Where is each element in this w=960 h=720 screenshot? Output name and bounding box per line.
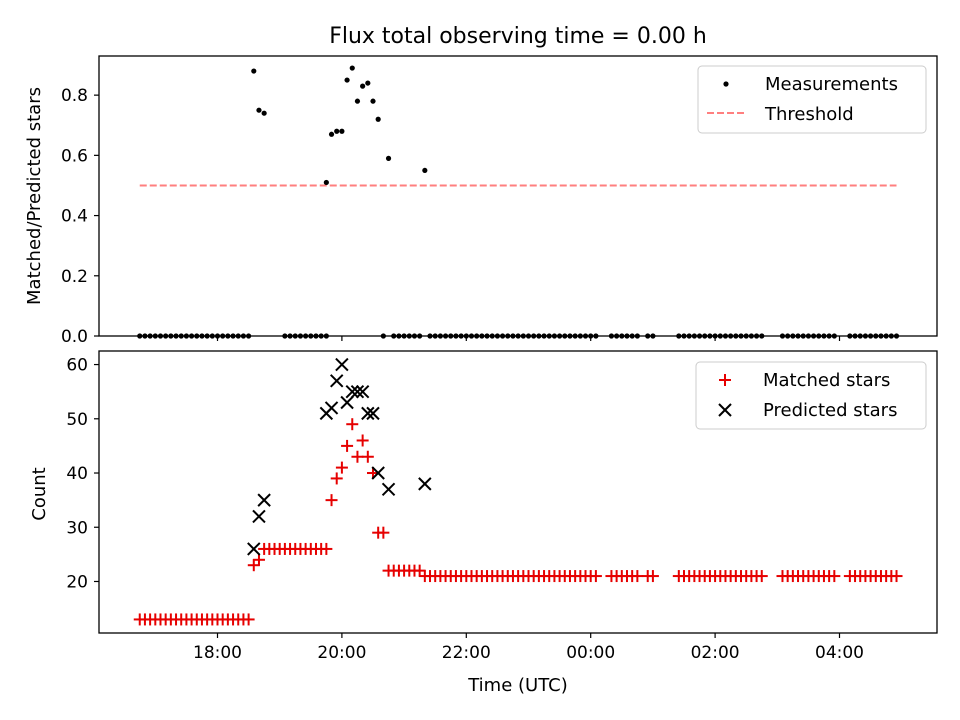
- matched-star-point: [631, 570, 644, 583]
- chart-title: Flux total observing time = 0.00 h: [329, 24, 707, 49]
- bottom-y-tick-label: 40: [66, 464, 88, 484]
- bottom-y-tick-label: 20: [66, 572, 88, 592]
- measurement-point: [328, 131, 335, 137]
- matched-star-point: [346, 418, 359, 431]
- predicted-star-point: [247, 542, 261, 556]
- bottom-x-tick-label: 00:00: [566, 643, 615, 663]
- top-y-tick-label: 0.2: [61, 267, 88, 287]
- legend-measurements-label: Measurements: [765, 74, 898, 95]
- matched-star-point: [356, 434, 369, 447]
- top-y-tick-label: 0.0: [61, 327, 88, 347]
- predicted-star-point: [361, 406, 375, 421]
- measurement-point: [349, 65, 355, 71]
- matched-star-point: [351, 450, 364, 463]
- measurement-point: [323, 179, 329, 186]
- measurement-point: [360, 83, 366, 89]
- bottom-x-tick-label: 18:00: [193, 643, 242, 663]
- matched-star-point: [413, 564, 426, 577]
- measurement-point: [370, 98, 376, 104]
- matched-star-point: [335, 461, 348, 474]
- measurement-point: [344, 77, 350, 83]
- measurement-point: [375, 116, 381, 122]
- measurement-point: [256, 107, 262, 113]
- predicted-star-point: [381, 482, 396, 496]
- bottom-y-ticks: 20 30 40 50 60: [66, 356, 99, 592]
- predicted-star-point: [252, 509, 266, 524]
- matched-star-point: [377, 526, 390, 539]
- bottom-x-tick-label: 02:00: [691, 643, 740, 663]
- matched-star-point: [247, 559, 260, 572]
- legend-predicted-label: Predicted stars: [763, 400, 897, 421]
- measurement-point: [365, 80, 371, 86]
- predicted-star-point: [340, 395, 354, 410]
- bottom-y-tick-label: 30: [66, 518, 88, 538]
- bottom-legend: Matched stars Predicted stars: [695, 361, 927, 430]
- predicted-star-point: [257, 493, 271, 507]
- predicted-star-point: [324, 401, 339, 415]
- measurement-point: [251, 68, 257, 74]
- predicted-star-point: [371, 466, 385, 480]
- bottom-y-axis-label: Count: [29, 467, 50, 520]
- top-y-tick-label: 0.4: [61, 207, 88, 227]
- legend-matched-marker: [719, 374, 731, 386]
- matched-star-point: [646, 570, 659, 583]
- measurement-point: [422, 167, 428, 174]
- top-legend: Measurements Threshold: [697, 65, 927, 134]
- matched-star-point: [242, 613, 255, 626]
- matched-star-point: [252, 553, 265, 566]
- measurement-point: [354, 98, 361, 104]
- matched-star-point: [320, 542, 333, 555]
- top-x-ticks: [216, 336, 841, 341]
- top-y-axis-label: Matched/Predicted stars: [24, 87, 45, 305]
- legend-threshold-label: Threshold: [764, 104, 854, 125]
- legend-predicted-marker: [718, 403, 732, 417]
- bottom-y-tick-label: 50: [66, 410, 88, 430]
- predicted-star-point: [418, 477, 432, 491]
- top-axes-frame: [98, 55, 938, 337]
- matched-star-point: [341, 439, 354, 452]
- predicted-star-point: [335, 357, 349, 372]
- legend-measurements-marker: [723, 81, 729, 87]
- measurement-point: [385, 155, 392, 161]
- bottom-x-tick-label: 20:00: [317, 643, 366, 663]
- predicted-star-point: [350, 384, 365, 399]
- legend-matched-label: Matched stars: [763, 370, 890, 391]
- top-panel: 0.00.20.40.60.8 Matched/Predicted stars …: [24, 55, 938, 347]
- bottom-x-ticks: 18:00 20:00 22:00 00:00 02:00 04:00: [193, 633, 864, 663]
- measurement-point: [261, 110, 267, 116]
- matched-star-point: [755, 570, 768, 583]
- measurement-point: [334, 128, 340, 134]
- bottom-plot-area: [133, 357, 903, 626]
- bottom-x-tick-label: 22:00: [442, 643, 491, 663]
- bottom-x-tick-label: 04:00: [815, 643, 864, 663]
- bottom-y-tick-label: 60: [66, 356, 88, 376]
- matched-star-point: [828, 570, 841, 583]
- matched-star-point: [325, 494, 338, 507]
- measurement-point: [339, 128, 345, 134]
- bottom-panel: 20 30 40 50 60 18:00 20:00 22:00 00:00 02:00 04:0…: [29, 350, 938, 696]
- matched-star-point: [382, 564, 395, 577]
- matched-star-point: [330, 472, 343, 485]
- matched-star-point: [890, 570, 903, 583]
- predicted-star-point: [345, 384, 359, 399]
- predicted-star-point: [366, 406, 380, 421]
- top-y-ticks: 0.0 0.2 0.4 0.6 0.8: [61, 86, 99, 347]
- top-y-tick-label: 0.6: [61, 146, 88, 166]
- matched-star-point: [361, 450, 374, 463]
- predicted-star-point: [355, 384, 370, 399]
- x-axis-label: Time (UTC): [467, 675, 568, 696]
- bottom-axes-frame: [98, 350, 938, 634]
- top-y-tick-label: 0.8: [61, 86, 88, 106]
- predicted-star-point: [330, 374, 344, 388]
- matched-star-point: [589, 570, 602, 583]
